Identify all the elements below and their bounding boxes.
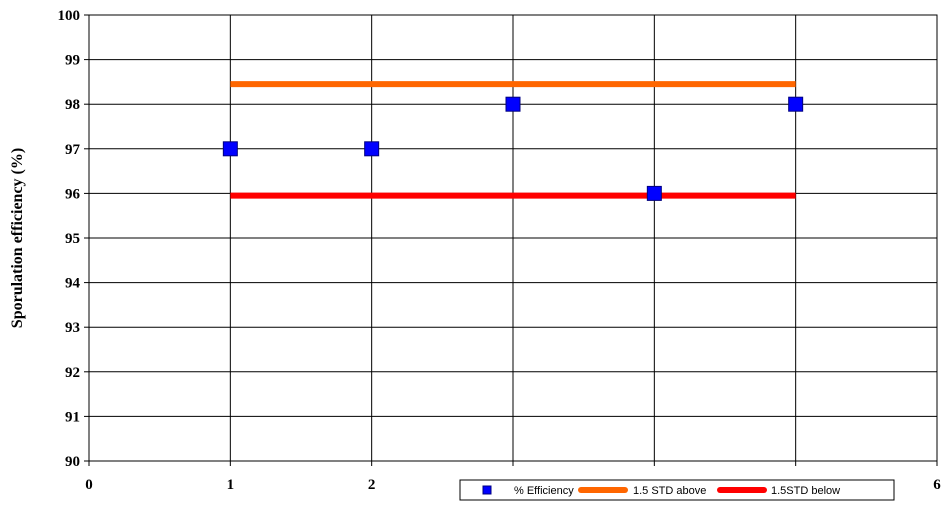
data-point — [222, 141, 238, 157]
data-point — [505, 96, 521, 112]
legend: % Efficiency 1.5 STD above 1.5STD below — [459, 479, 895, 501]
data-point — [364, 141, 380, 157]
series-points — [222, 96, 804, 201]
y-tick-label: 94 — [65, 276, 81, 292]
y-axis-title: Sporulation efficiency (%) — [9, 148, 26, 328]
y-tick-label: 95 — [65, 231, 80, 247]
series-lines — [230, 81, 796, 199]
x-tick-label: 1 — [227, 477, 235, 493]
y-tick-label: 99 — [65, 53, 80, 69]
y-tick-label: 90 — [65, 454, 80, 470]
y-axis-ticks: 90 91 92 93 94 95 96 97 98 99 100 — [58, 8, 89, 470]
y-tick-label: 98 — [65, 97, 80, 113]
y-tick-label: 100 — [58, 8, 81, 24]
x-tick-label: 2 — [368, 477, 376, 493]
x-tick-label: 6 — [933, 477, 941, 493]
y-tick-label: 91 — [65, 409, 80, 425]
y-tick-label: 92 — [65, 365, 80, 381]
data-point — [646, 185, 662, 201]
legend-label: 1.5 STD above — [633, 485, 706, 497]
legend-label: 1.5STD below — [771, 485, 840, 497]
legend-box — [459, 479, 895, 501]
data-point — [788, 96, 804, 112]
y-tick-label: 93 — [65, 320, 80, 336]
x-tick-label: 0 — [85, 477, 93, 493]
legend-label: % Efficiency — [514, 485, 574, 497]
y-tick-label: 96 — [65, 186, 81, 202]
legend-marker-swatch — [482, 485, 492, 495]
y-tick-label: 97 — [65, 142, 81, 158]
